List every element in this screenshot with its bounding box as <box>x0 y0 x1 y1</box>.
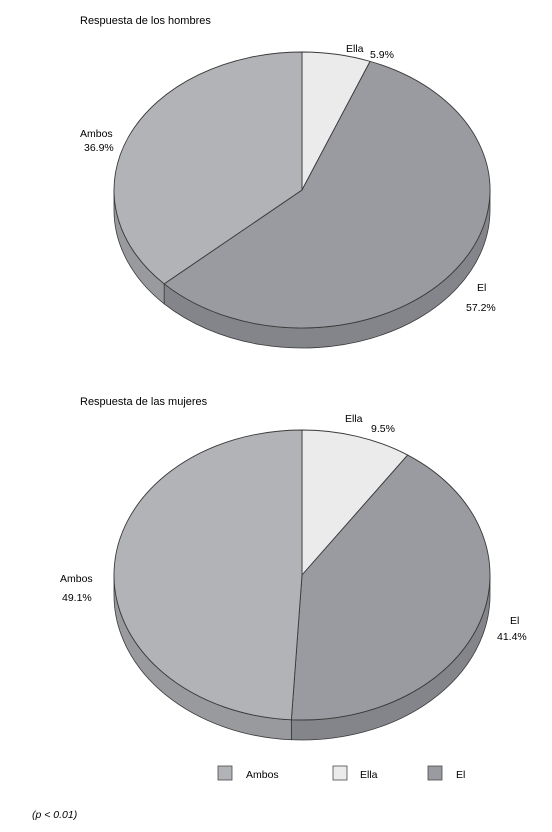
legend-label-ella: Ella <box>360 769 378 781</box>
slice-el <box>163 60 491 329</box>
chart-title: Respuesta de los hombres <box>80 15 211 27</box>
slice-label-el: El <box>510 615 519 627</box>
legend-label-ambos: Ambos <box>246 769 279 781</box>
slice-label-ella: Ella <box>345 413 363 425</box>
pie-women <box>113 429 491 741</box>
slice-label-ambos: Ambos <box>80 128 113 140</box>
significance-note: (p < 0.01) <box>32 809 77 821</box>
legend-swatch-ambos <box>217 765 233 781</box>
slice-value-ella: 9.5% <box>371 423 395 435</box>
legend: Ambos Ella El <box>217 765 465 781</box>
slice-el <box>290 454 491 721</box>
slice-value-el: 41.4% <box>497 631 527 643</box>
chart-men: Respuesta de los hombres Ella 5.9% Ambos… <box>80 15 496 349</box>
slice-label-ella: Ella <box>346 43 364 55</box>
chart-women: Respuesta de las mujeres Ella 9.5% Ambos… <box>60 396 527 741</box>
slice-value-ella: 5.9% <box>370 49 394 61</box>
legend-label-el: El <box>456 769 465 781</box>
pie-men <box>113 51 491 349</box>
chart-title: Respuesta de las mujeres <box>80 396 208 408</box>
legend-swatch-el <box>427 765 443 781</box>
slice-label-el: El <box>477 282 486 294</box>
slice-ambos <box>113 429 303 721</box>
slice-ambos <box>113 51 303 285</box>
slice-value-el: 57.2% <box>466 302 496 314</box>
slice-value-ambos: 49.1% <box>62 592 92 604</box>
slice-label-ambos: Ambos <box>60 573 93 585</box>
slice-value-ambos: 36.9% <box>84 142 114 154</box>
slice-ella <box>301 429 409 576</box>
legend-swatch-ella <box>332 765 348 781</box>
